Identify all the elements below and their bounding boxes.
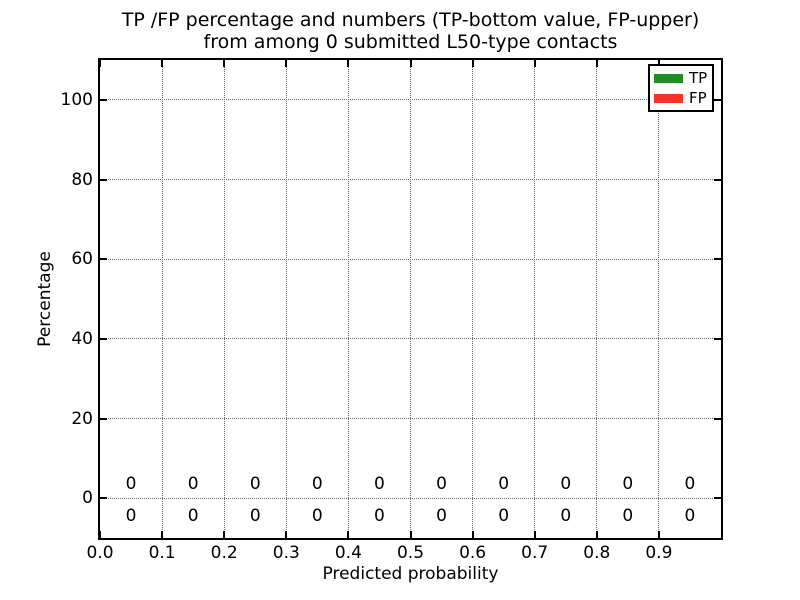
- x-tick-bottom: [99, 531, 101, 538]
- legend-swatch-tp: [654, 73, 683, 83]
- fp-count-label: 0: [498, 474, 510, 495]
- x-tick-top: [533, 60, 536, 67]
- fp-count-label: 0: [436, 474, 447, 495]
- legend-entry-tp: TP: [654, 68, 708, 87]
- y-tick-left: [100, 497, 107, 500]
- y-tick-label: 40: [71, 328, 93, 349]
- x-gridline: [596, 60, 598, 538]
- x-tick-top: [285, 60, 288, 67]
- y-tick-left: [100, 258, 107, 261]
- tp-count-label: 0: [125, 506, 137, 527]
- x-tick-bottom: [471, 531, 474, 538]
- tp-count-label: 0: [684, 506, 696, 527]
- x-tick-top: [161, 60, 164, 67]
- x-gridline: [472, 60, 474, 538]
- x-gridline: [285, 60, 287, 538]
- x-tick-bottom: [347, 531, 350, 538]
- chart-title-line1: TP /FP percentage and numbers (TP-bottom…: [121, 9, 700, 31]
- x-tick-top: [657, 60, 660, 67]
- x-tick-bottom: [595, 531, 598, 538]
- x-tick-label: 0.0: [86, 543, 114, 563]
- x-tick-label: 0.8: [583, 543, 611, 563]
- tp-count-label: 0: [498, 506, 510, 527]
- x-tick-bottom: [285, 531, 288, 538]
- y-tick-right: [714, 178, 721, 181]
- x-tick-label: 0.9: [645, 543, 673, 563]
- x-tick-label: 0.7: [521, 543, 549, 563]
- x-tick-label: 0.6: [459, 543, 487, 563]
- x-tick-bottom: [409, 531, 412, 538]
- plot-area-frame: [98, 58, 723, 540]
- x-gridline: [161, 60, 163, 538]
- fp-count-label: 0: [311, 474, 323, 495]
- fp-count-label: 0: [249, 474, 261, 495]
- x-tick-bottom: [161, 531, 164, 538]
- legend-entry-fp: FP: [654, 88, 708, 107]
- y-tick-left: [100, 98, 107, 101]
- x-tick-bottom: [657, 531, 660, 538]
- tp-count-label: 0: [436, 506, 447, 527]
- legend-label-tp: TP: [689, 68, 708, 87]
- y-tick-right: [714, 497, 721, 500]
- x-tick-label: 0.1: [148, 543, 176, 563]
- y-tick-right: [714, 98, 721, 101]
- tp-count-label: 0: [187, 506, 199, 527]
- y-tick-right: [714, 258, 721, 261]
- x-tick-top: [99, 60, 101, 67]
- x-gridline: [347, 60, 349, 538]
- x-axis-label: Predicted probability: [322, 564, 499, 584]
- x-gridline: [534, 60, 536, 538]
- x-tick-top: [223, 60, 226, 67]
- x-gridline: [658, 60, 660, 538]
- y-tick-left: [100, 417, 107, 420]
- x-tick-top: [409, 60, 412, 67]
- tp-count-label: 0: [311, 506, 323, 527]
- x-tick-label: 0.2: [210, 543, 238, 563]
- legend: TP FP: [648, 64, 714, 112]
- x-tick-bottom: [223, 531, 226, 538]
- x-tick-label: 0.3: [272, 543, 300, 563]
- x-tick-top: [595, 60, 598, 67]
- chart-title-line2: from among 0 submitted L50-type contacts: [203, 31, 618, 53]
- legend-swatch-fp: [654, 93, 683, 103]
- x-tick-bottom: [533, 531, 536, 538]
- y-tick-right: [714, 337, 721, 340]
- tp-count-label: 0: [374, 506, 385, 527]
- x-gridline: [410, 60, 411, 538]
- y-tick-label: 60: [71, 249, 93, 270]
- tp-count-label: 0: [560, 506, 572, 527]
- x-gridline: [223, 60, 225, 538]
- y-tick-right: [714, 417, 721, 420]
- y-tick-label: 0: [82, 488, 93, 509]
- fp-count-label: 0: [684, 474, 696, 495]
- x-tick-top: [471, 60, 474, 67]
- tp-count-label: 0: [249, 506, 261, 527]
- y-tick-label: 100: [60, 89, 93, 110]
- tp-count-label: 0: [622, 506, 634, 527]
- x-tick-top: [347, 60, 350, 67]
- fp-count-label: 0: [187, 474, 199, 495]
- fp-count-label: 0: [374, 474, 385, 495]
- x-tick-label: 0.5: [396, 543, 425, 563]
- y-tick-left: [100, 178, 107, 181]
- y-tick-label: 80: [71, 169, 93, 190]
- y-tick-label: 20: [71, 408, 93, 429]
- fp-count-label: 0: [560, 474, 572, 495]
- legend-label-fp: FP: [689, 88, 707, 107]
- x-tick-label: 0.4: [334, 543, 362, 563]
- fp-count-label: 0: [622, 474, 634, 495]
- chart-title: TP /FP percentage and numbers (TP-bottom…: [100, 9, 721, 53]
- y-tick-left: [100, 337, 107, 340]
- fp-count-label: 0: [125, 474, 137, 495]
